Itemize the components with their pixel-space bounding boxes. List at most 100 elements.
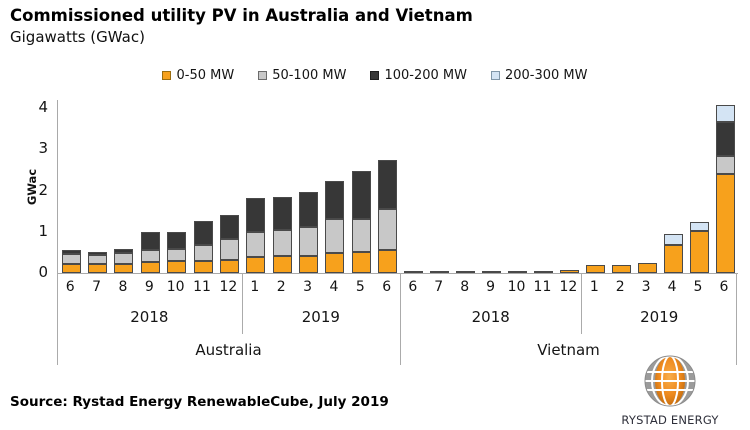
- month-label: 5: [693, 278, 703, 295]
- bar-segment: [508, 271, 528, 273]
- bar-segment: [611, 265, 631, 273]
- month-label: 10: [166, 278, 185, 295]
- page-title: Commissioned utility PV in Australia and…: [10, 6, 473, 25]
- month-label: 1: [589, 278, 599, 295]
- bar-segment: [378, 250, 398, 273]
- bar-segment: [715, 105, 735, 122]
- bar-segment: [88, 264, 108, 273]
- bar-australia-2018-7: [88, 252, 108, 273]
- legend-swatch-icon: [162, 71, 172, 80]
- bar-segment: [114, 253, 134, 264]
- bar-segment: [140, 262, 160, 273]
- bar-segment: [193, 261, 213, 273]
- month-label: 4: [329, 278, 339, 295]
- legend-label: 100-200 MW: [384, 68, 467, 83]
- bar-segment: [246, 257, 266, 273]
- month-label: 9: [144, 278, 154, 295]
- month-label: 12: [219, 278, 238, 295]
- month-label: 1: [250, 278, 260, 295]
- bar-segment: [430, 271, 450, 273]
- year-label: 2018: [471, 308, 510, 326]
- month-label: 9: [486, 278, 496, 295]
- month-label: 2: [615, 278, 625, 295]
- year-label: 2019: [301, 308, 340, 326]
- bar-australia-2019-4: [325, 181, 345, 273]
- bar-segment: [246, 198, 266, 232]
- month-label: 6: [382, 278, 392, 295]
- bar-segment: [663, 245, 683, 273]
- bar-segment: [637, 263, 657, 273]
- bar-segment: [378, 209, 398, 250]
- bar-segment: [325, 219, 345, 253]
- bar-segment: [715, 156, 735, 174]
- bar-vietnam-2019-3: [637, 263, 657, 273]
- legend-label: 50-100 MW: [272, 68, 347, 83]
- month-label: 11: [193, 278, 211, 295]
- month-label: 3: [303, 278, 313, 295]
- y-tick-label: 0: [38, 263, 48, 281]
- legend-swatch-icon: [370, 71, 380, 80]
- year-separator: [242, 273, 243, 334]
- bar-segment: [325, 181, 345, 219]
- bar-australia-2018-9: [140, 232, 160, 273]
- month-label: 6: [719, 278, 729, 295]
- bar-segment: [193, 221, 213, 245]
- bar-australia-2018-11: [193, 221, 213, 273]
- bar-segment: [88, 255, 108, 264]
- bar-segment: [715, 122, 735, 156]
- country-separator: [400, 273, 401, 365]
- bar-vietnam-2019-6: [715, 105, 735, 273]
- bar-australia-2019-3: [299, 192, 319, 273]
- bar-australia-2018-10: [167, 232, 187, 273]
- bar-segment: [246, 232, 266, 257]
- country-separator: [57, 273, 58, 365]
- month-label: 7: [434, 278, 444, 295]
- bar-australia-2019-5: [351, 171, 371, 273]
- bar-segment: [140, 232, 160, 250]
- source-note: Source: Rystad Energy RenewableCube, Jul…: [10, 394, 389, 410]
- legend-item: 100-200 MW: [370, 68, 467, 83]
- month-label: 7: [92, 278, 102, 295]
- rystad-energy-logo: [644, 355, 696, 407]
- bar-segment: [272, 230, 292, 256]
- bar-segment: [689, 231, 709, 273]
- legend-swatch-icon: [490, 71, 500, 80]
- y-tick-label: 1: [38, 221, 48, 240]
- y-tick-label: 2: [38, 180, 48, 199]
- month-label: 8: [460, 278, 470, 295]
- bar-segment: [534, 271, 554, 273]
- bar-segment: [325, 253, 345, 273]
- y-tick-label: 4: [38, 98, 48, 116]
- bar-segment: [219, 239, 239, 260]
- bar-vietnam-2018-6: [404, 271, 424, 273]
- bar-australia-2018-8: [114, 249, 134, 273]
- bar-segment: [689, 222, 709, 231]
- bar-vietnam-2019-4: [663, 234, 683, 273]
- bar-vietnam-2019-1: [585, 265, 605, 273]
- bar-segment: [351, 219, 371, 252]
- bar-segment: [299, 256, 319, 273]
- bar-segment: [272, 197, 292, 230]
- month-label: 12: [559, 278, 578, 295]
- bar-segment: [61, 264, 81, 273]
- month-label: 2: [276, 278, 286, 295]
- bar-vietnam-2018-10: [508, 271, 528, 273]
- month-label: 3: [641, 278, 651, 295]
- bar-australia-2018-6: [61, 250, 81, 273]
- bar-segment: [114, 264, 134, 273]
- bar-segment: [482, 271, 502, 273]
- month-label: 4: [667, 278, 677, 295]
- month-label: 10: [507, 278, 526, 295]
- legend-item: 200-300 MW: [490, 68, 588, 83]
- bar-group-australia: [58, 100, 401, 273]
- x-axis-labels: 6 7 8 9 10 11 12 1 2 3 4 5 6 6 7 8 9 10 11 12 1 2 3 4 5 6 2018 2019…: [57, 273, 737, 368]
- country-label: Australia: [195, 340, 262, 359]
- year-label: 2018: [130, 308, 169, 326]
- bar-segment: [299, 192, 319, 227]
- bar-segment: [378, 160, 398, 209]
- bar-segment: [167, 249, 187, 261]
- chart-legend: 0-50 MW 50-100 MW 100-200 MW 200-300 MW: [0, 68, 750, 83]
- year-label: 2019: [640, 308, 679, 326]
- bar-segment: [272, 256, 292, 273]
